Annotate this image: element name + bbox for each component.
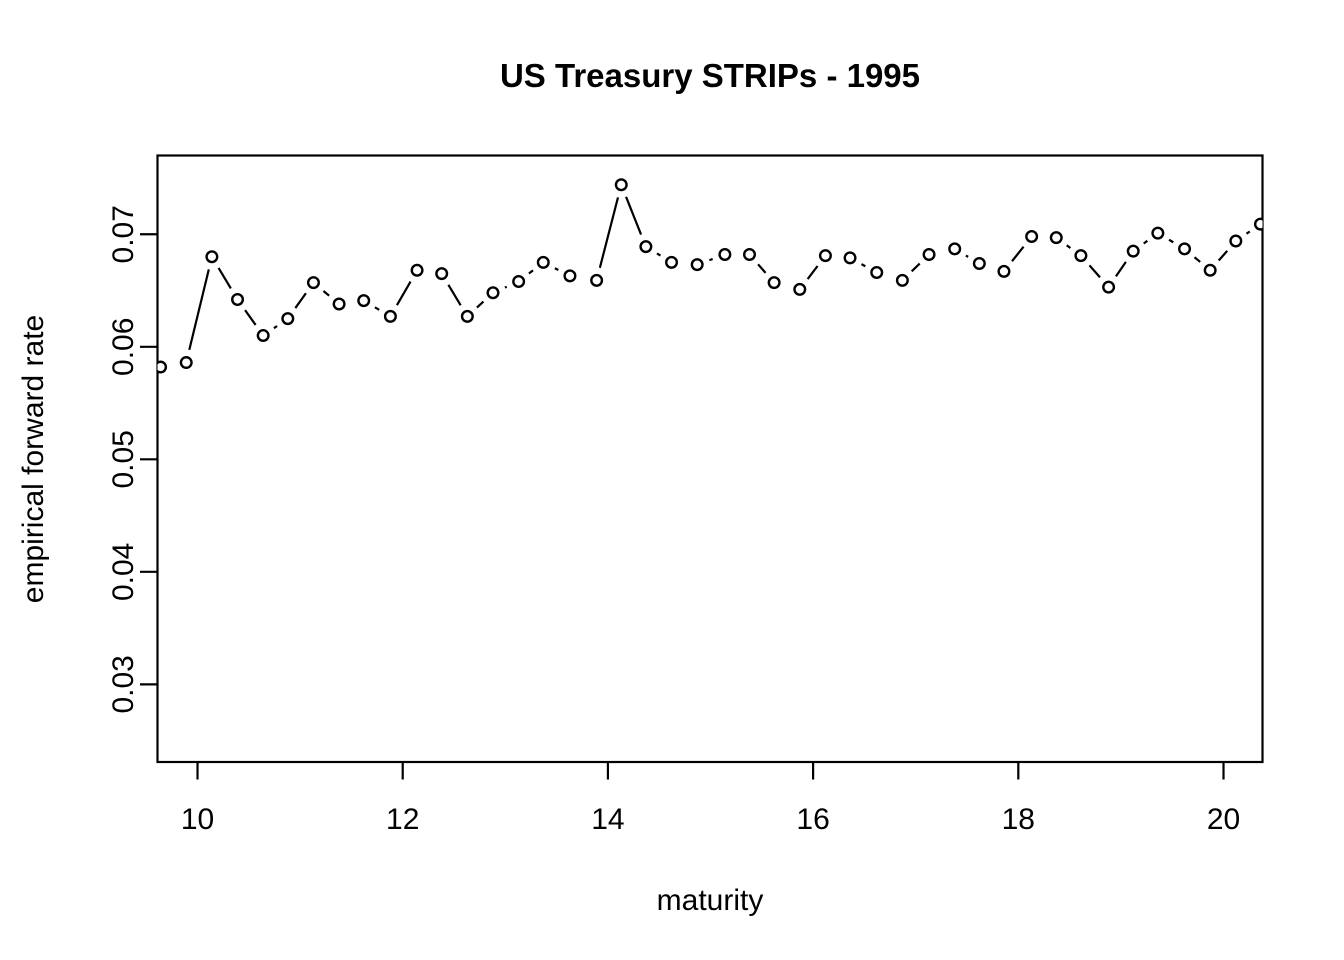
- data-segment: [476, 300, 485, 309]
- data-segment: [217, 267, 232, 289]
- data-point: [512, 275, 526, 289]
- data-segment: [860, 263, 866, 268]
- y-tick-label: 0.05: [107, 430, 140, 488]
- data-point: [281, 312, 295, 326]
- data-segment: [656, 252, 662, 257]
- data-segment: [625, 196, 643, 235]
- data-segment: [598, 197, 620, 269]
- data-point: [1025, 230, 1039, 244]
- data-point: [767, 276, 781, 290]
- data-segment: [447, 284, 462, 306]
- data-point: [895, 273, 909, 287]
- data-segment: [395, 280, 412, 306]
- data-point: [435, 267, 449, 281]
- data-point: [1102, 280, 1116, 294]
- data-segment: [1115, 261, 1127, 278]
- data-point: [179, 356, 193, 370]
- data-point: [306, 276, 320, 290]
- data-point: [383, 309, 397, 323]
- y-axis-label: empirical forward rate: [17, 314, 50, 604]
- data-point: [410, 263, 424, 277]
- data-point: [743, 248, 757, 262]
- y-tick-label: 0.03: [107, 655, 140, 713]
- data-point: [972, 257, 986, 271]
- data-segment: [1066, 244, 1072, 249]
- data-segment: [188, 269, 210, 351]
- data-segment: [910, 262, 921, 273]
- data-point: [870, 266, 884, 280]
- data-segment: [709, 257, 714, 262]
- data-point: [690, 258, 704, 272]
- data-point: [843, 251, 857, 265]
- data-point: [1074, 249, 1088, 263]
- data-segment: [244, 309, 257, 326]
- data-point: [639, 240, 653, 254]
- data-point: [536, 255, 550, 269]
- data-point: [948, 242, 962, 256]
- data-segment: [273, 325, 278, 330]
- x-tick-label: 20: [1207, 803, 1240, 836]
- data-point: [486, 286, 500, 300]
- data-point: [231, 293, 245, 307]
- data-segment: [806, 265, 819, 280]
- x-tick-label: 12: [386, 803, 419, 836]
- x-tick-label: 10: [181, 803, 214, 836]
- data-point: [1126, 244, 1140, 258]
- data-series: [157, 178, 1263, 374]
- data-segment: [1168, 238, 1174, 244]
- data-point: [590, 273, 604, 287]
- data-segment: [965, 254, 969, 258]
- data-point: [256, 329, 270, 343]
- data-point: [1229, 234, 1243, 248]
- data-point: [460, 309, 474, 323]
- data-point: [718, 248, 732, 262]
- data-segment: [757, 263, 767, 274]
- data-point: [1203, 263, 1217, 277]
- x-axis-label: maturity: [656, 884, 764, 917]
- data-point: [157, 360, 168, 374]
- data-segment: [374, 306, 380, 311]
- data-segment: [554, 267, 559, 272]
- data-segment: [322, 290, 330, 297]
- x-tick-label: 18: [1002, 803, 1035, 836]
- data-point: [1178, 242, 1192, 256]
- data-point: [1049, 231, 1063, 245]
- data-segment: [1217, 250, 1229, 262]
- x-tick-label: 16: [796, 803, 829, 836]
- data-point: [793, 282, 807, 296]
- y-tick-label: 0.04: [107, 543, 140, 601]
- data-segment: [294, 292, 307, 309]
- plot-box: [156, 154, 1264, 764]
- data-point: [997, 264, 1011, 278]
- data-point: [922, 248, 936, 262]
- data-segment: [528, 269, 534, 275]
- data-point: [665, 255, 679, 269]
- data-segment: [1088, 264, 1101, 279]
- data-segment: [1011, 246, 1025, 262]
- data-point: [332, 297, 346, 311]
- data-segment: [1193, 256, 1201, 263]
- y-tick-label: 0.07: [107, 205, 140, 263]
- data-segment: [1245, 230, 1251, 235]
- data-point: [563, 269, 577, 283]
- x-axis: 10 12 14 16 18 20: [181, 762, 1240, 836]
- chart-title: US Treasury STRIPs - 1995: [499, 57, 921, 94]
- y-axis: 0.03 0.04 0.05 0.06 0.07: [107, 205, 158, 714]
- y-tick-label: 0.06: [107, 318, 140, 376]
- data-segment: [1143, 239, 1149, 245]
- data-point: [205, 250, 219, 264]
- data-point: [357, 294, 371, 308]
- data-point: [1253, 217, 1263, 231]
- data-segment: [504, 285, 508, 289]
- data-point: [1151, 226, 1165, 240]
- data-point: [818, 249, 832, 263]
- data-point: [614, 178, 628, 192]
- x-tick-label: 14: [591, 803, 624, 836]
